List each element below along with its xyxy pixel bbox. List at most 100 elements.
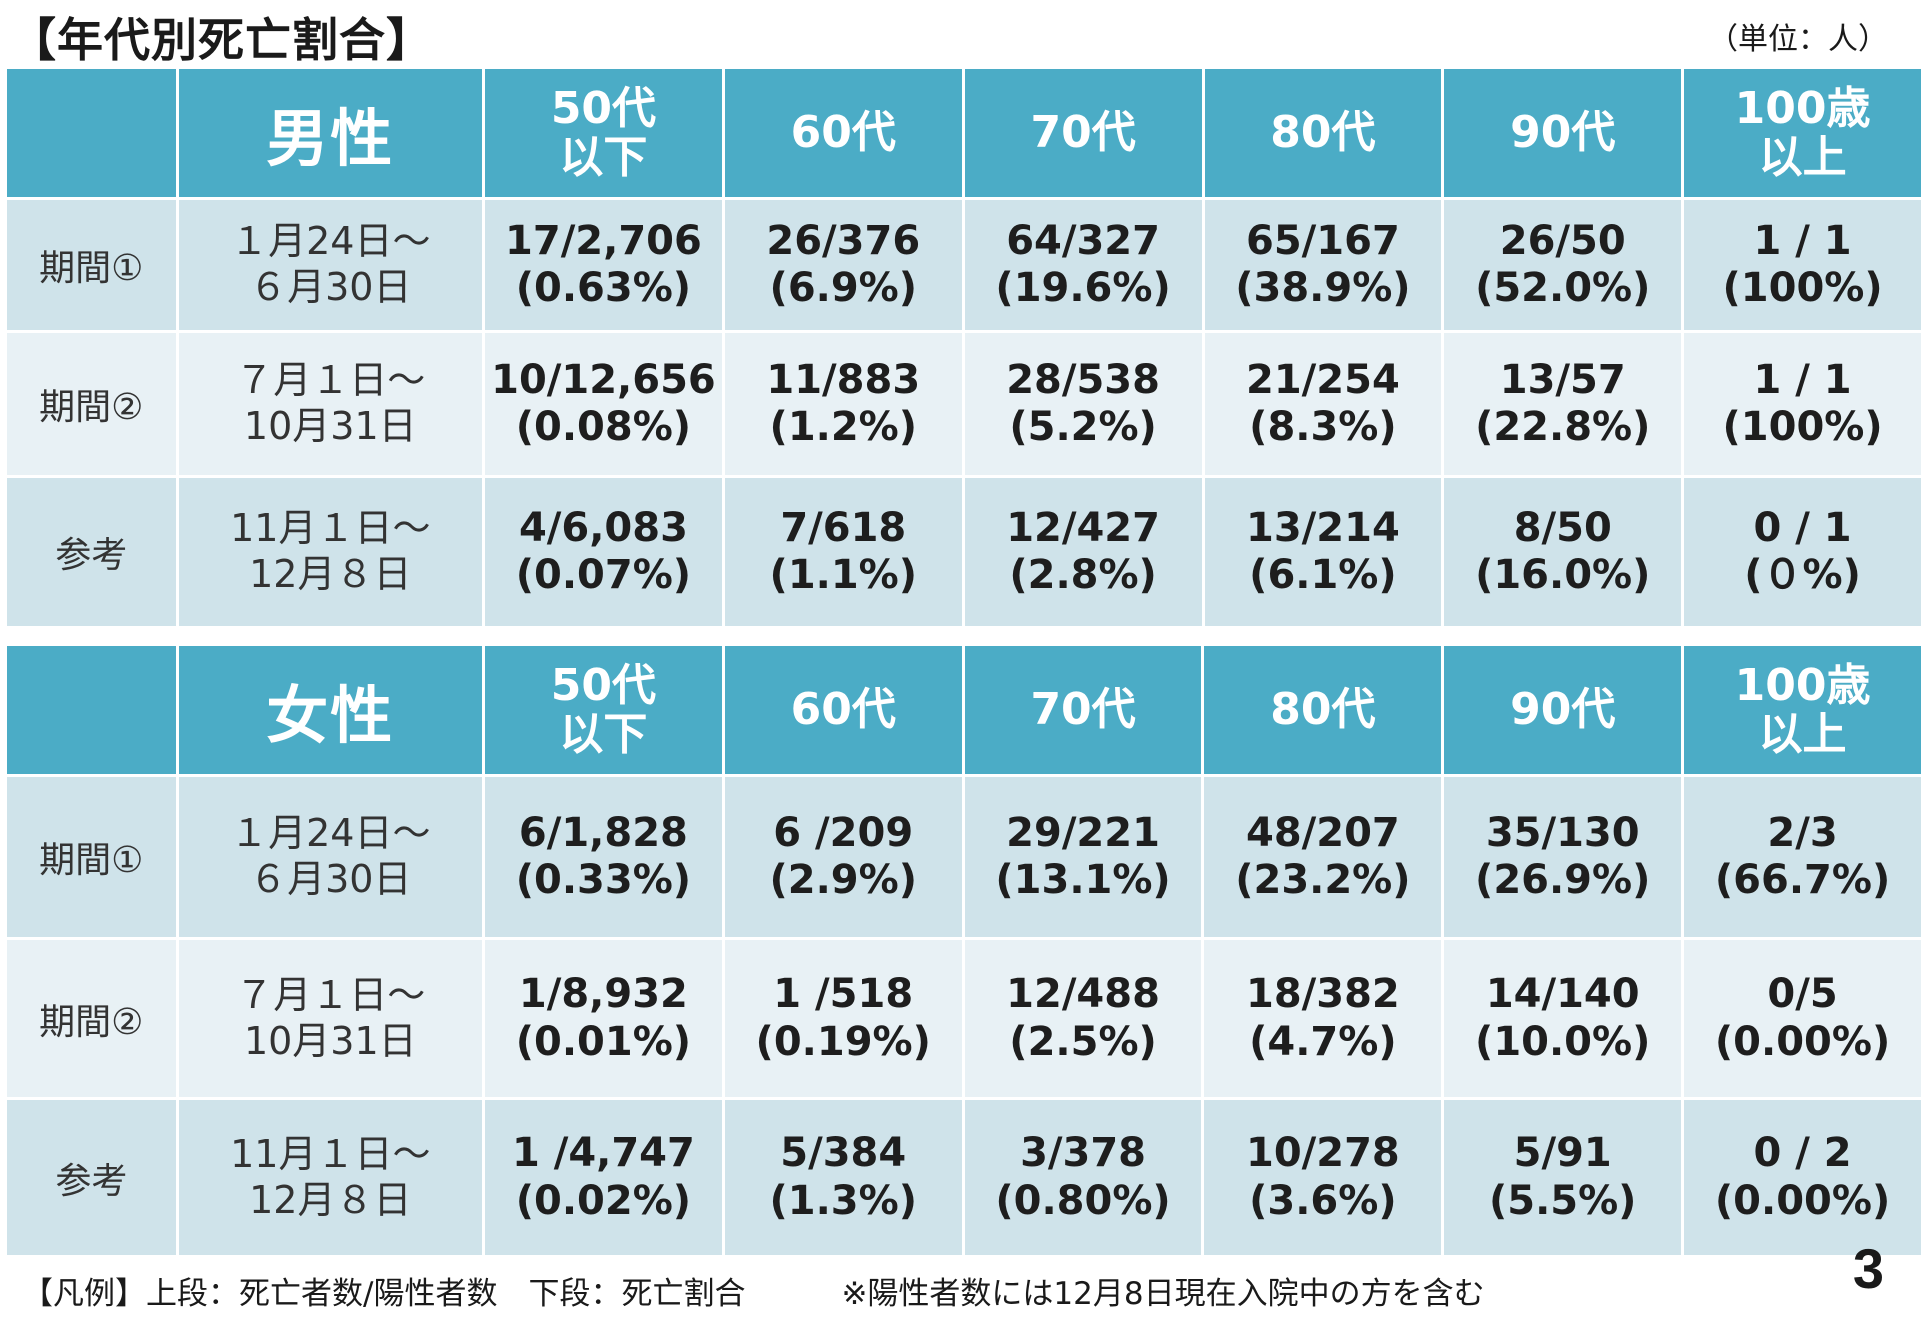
death-rate: (0.19%) [755,1018,931,1065]
deaths-over-positives: 8/50 [1513,504,1612,551]
data-cell: 29/221 (13.1%) [964,777,1202,937]
data-cell: 0 / 1 (０%) [1684,478,1921,626]
unit-label: （単位：人） [1708,22,1888,57]
deaths-over-positives: 0 / 2 [1753,1130,1852,1177]
data-cell: 10/278 (3.6%) [1204,1100,1442,1255]
deaths-over-positives: 13/214 [1246,504,1400,551]
death-rate: (０%) [1744,552,1861,598]
age-header-100-over: 100歳 以上 [1684,646,1921,774]
deaths-over-positives: 64/327 [1006,217,1160,264]
period-label: 期間① [7,200,176,330]
header-corner [7,69,176,197]
age-header-70s: 70代 [964,646,1202,774]
legend-text: 【凡例】上段：死亡者数/陽性者数 下段：死亡割合 [22,1276,746,1312]
data-cell: 13/57 (22.8%) [1444,333,1682,475]
deaths-over-positives: 4/6,083 [518,504,688,551]
date-range: ７月１日～ 10月31日 [178,940,482,1097]
data-cell: 21/254 (8.3%) [1204,333,1442,475]
deaths-over-positives: 14/140 [1485,971,1640,1018]
period-label: 参考 [7,1100,176,1255]
death-rate: (6.1%) [1249,552,1397,598]
footnote: 【凡例】上段：死亡者数/陽性者数 下段：死亡割合 ※陽性者数には12月8日現在入院… [22,1268,1485,1313]
death-rate: (10.0%) [1475,1018,1651,1065]
data-cell: 1/8,932 (0.01%) [484,940,722,1097]
note-text: ※陽性者数には12月8日現在入院中の方を含む [841,1276,1485,1312]
period-label: 期間② [7,333,176,475]
death-rate: (0.63%) [515,265,692,311]
data-cell: 6 /209 (2.9%) [724,777,962,937]
death-rate: (19.6%) [995,265,1171,311]
age-header-80s: 80代 [1204,646,1442,774]
deaths-over-positives: 18/382 [1245,971,1400,1018]
deaths-over-positives: 1 /518 [773,971,914,1018]
table-row: 期間② ７月１日～ 10月31日 1/8,932 (0.01%) 1 /518 (0.19%… [7,940,1921,1097]
data-cell: 0/5 (0.00%) [1684,940,1921,1097]
page-title: 【年代別死亡割合】 [10,13,433,67]
period-label: 期間① [7,777,176,937]
death-rate: (6.9%) [769,265,918,311]
data-cell: 13/214 (6.1%) [1204,478,1442,626]
death-rate: (0.08%) [515,404,692,450]
death-rate: (66.7%) [1714,857,1891,903]
death-rate: (0.80%) [995,1177,1171,1224]
deaths-over-positives: 6 /209 [773,809,914,856]
deaths-over-positives: 35/130 [1485,809,1640,856]
data-cell: 5/91 (5.5%) [1444,1100,1682,1255]
deaths-over-positives: 21/254 [1246,356,1400,403]
date-range: 11月１日～ 12月８日 [178,478,482,626]
data-cell: 5/384 (1.3%) [724,1100,962,1255]
death-rate: (16.0%) [1475,552,1651,598]
death-rate: (52.0%) [1475,265,1651,311]
deaths-over-positives: 3/378 [1020,1130,1147,1177]
age-header-90s: 90代 [1444,69,1682,197]
date-range: １月24日～ ６月30日 [178,777,482,937]
table-row: 期間① １月24日～ ６月30日 17/2,706 (0.63%) 26/376 (6.9%… [7,200,1921,330]
age-header-100-over: 100歳 以上 [1684,69,1921,197]
data-cell: 26/50 (52.0%) [1444,200,1682,330]
date-range: ７月１日～ 10月31日 [178,333,482,475]
data-cell: 6/1,828 (0.33%) [484,777,722,937]
data-cell: 12/488 (2.5%) [964,940,1202,1097]
data-cell: 17/2,706 (0.63%) [484,200,722,330]
deaths-over-positives: 2/3 [1767,809,1838,856]
death-rate: (1.3%) [769,1177,917,1224]
death-rate: (0.01%) [515,1018,692,1065]
deaths-over-positives: 0/5 [1767,971,1838,1018]
deaths-over-positives: 1/8,932 [518,971,688,1018]
age-header-60s: 60代 [724,69,962,197]
death-rate: (100%) [1722,265,1883,311]
female-death-rate-table: 女性 50代 以下 60代 70代 80代 90代 100歳 以上 期間① １月24日… [4,643,1924,1258]
deaths-over-positives: 1 /4,747 [511,1130,695,1177]
deaths-over-positives: 17/2,706 [505,217,702,264]
death-rate: (0.02%) [515,1177,692,1224]
death-rate: (4.7%) [1249,1018,1397,1065]
death-rate: (3.6%) [1249,1177,1397,1224]
data-cell: 48/207 (23.2%) [1204,777,1442,937]
death-rate: (8.3%) [1249,404,1397,450]
death-rate: (0.07%) [515,552,692,598]
age-header-90s: 90代 [1444,646,1682,774]
age-header-80s: 80代 [1204,69,1442,197]
deaths-over-positives: 12/427 [1006,504,1160,551]
deaths-over-positives: 12/488 [1006,971,1160,1018]
age-header-70s: 70代 [964,69,1202,197]
death-rate: (5.5%) [1488,1177,1637,1224]
death-rate: (1.2%) [769,404,918,450]
data-cell: 0 / 2 (0.00%) [1684,1100,1921,1255]
death-rate: (13.1%) [995,857,1171,903]
deaths-over-positives: 48/207 [1245,809,1400,856]
death-rate: (100%) [1722,404,1883,450]
deaths-over-positives: 5/91 [1513,1130,1612,1177]
data-cell: 28/538 (5.2%) [964,333,1202,475]
deaths-over-positives: 26/50 [1499,217,1626,264]
male-death-rate-table: 男性 50代 以下 60代 70代 80代 90代 100歳 以上 期間① １月24日… [4,66,1924,629]
death-rate: (0.00%) [1714,1018,1891,1065]
death-rate: (2.5%) [1009,1018,1157,1065]
deaths-over-positives: 5/384 [780,1130,907,1177]
deaths-over-positives: 29/221 [1006,809,1160,856]
death-rate: (2.8%) [1009,552,1157,598]
deaths-over-positives: 11/883 [766,356,921,403]
sex-header: 女性 [178,646,482,774]
death-rate: (23.2%) [1235,857,1411,903]
death-rate: (2.9%) [769,857,917,903]
